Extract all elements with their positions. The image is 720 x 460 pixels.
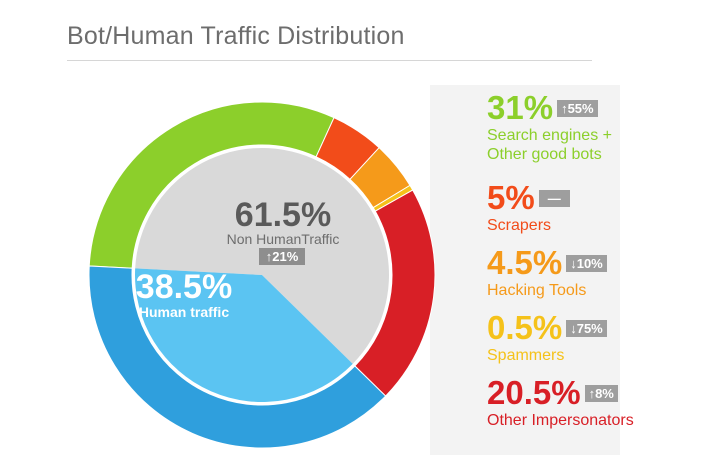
legend-label-line: Other Impersonators: [487, 412, 634, 429]
legend-entry-impersonators: 20.5% ↑8% Other Impersonators: [487, 375, 717, 430]
chart-title: Bot/Human Traffic Distribution: [67, 22, 405, 50]
legend: 31% ↑55% Search engines + Other good bots…: [487, 90, 717, 430]
legend-value: 20.5%: [487, 374, 581, 411]
legend-change-badge: ↑55%: [557, 99, 598, 117]
legend-value: 0.5%: [487, 309, 563, 346]
non-human-percent-label: 61.5%: [235, 196, 331, 234]
legend-label-line: Search engines +: [487, 127, 612, 144]
non-human-name-label: Non HumanTraffic: [227, 231, 340, 247]
legend-value: 4.5%: [487, 244, 563, 281]
legend-entry-spammers: 0.5% ↓75% Spammers: [487, 310, 717, 365]
legend-entry-scrapers: 5% — Scrapers: [487, 180, 717, 235]
legend-label-line: Hacking Tools: [487, 282, 587, 299]
human-name-label: Human traffic: [139, 304, 229, 320]
legend-label-line: Spammers: [487, 347, 565, 364]
legend-change-badge: ↓10%: [566, 254, 607, 272]
inner-slice-human-traffic: [134, 268, 353, 402]
title-divider: [67, 60, 592, 61]
non-human-change-label: ↑21%: [266, 249, 299, 264]
legend-change-badge: ↑8%: [584, 384, 618, 402]
legend-change-badge: ↓75%: [566, 319, 607, 337]
legend-entry-hacking-tools: 4.5% ↓10% Hacking Tools: [487, 245, 717, 300]
human-percent-label: 38.5%: [136, 268, 232, 306]
legend-entry-good-bots: 31% ↑55% Search engines + Other good bots: [487, 90, 717, 164]
legend-label-line: Other good bots: [487, 146, 602, 163]
outer-ring: [88, 101, 436, 449]
legend-value: 31%: [487, 89, 554, 126]
legend-value: 5%: [487, 179, 535, 216]
legend-label-line: Scrapers: [487, 217, 552, 234]
legend-change-badge: —: [538, 189, 570, 207]
non-human-change-badge: [259, 248, 305, 265]
pie-labels: 61.5% Non HumanTraffic ↑21% 38.5% Human …: [136, 196, 340, 320]
